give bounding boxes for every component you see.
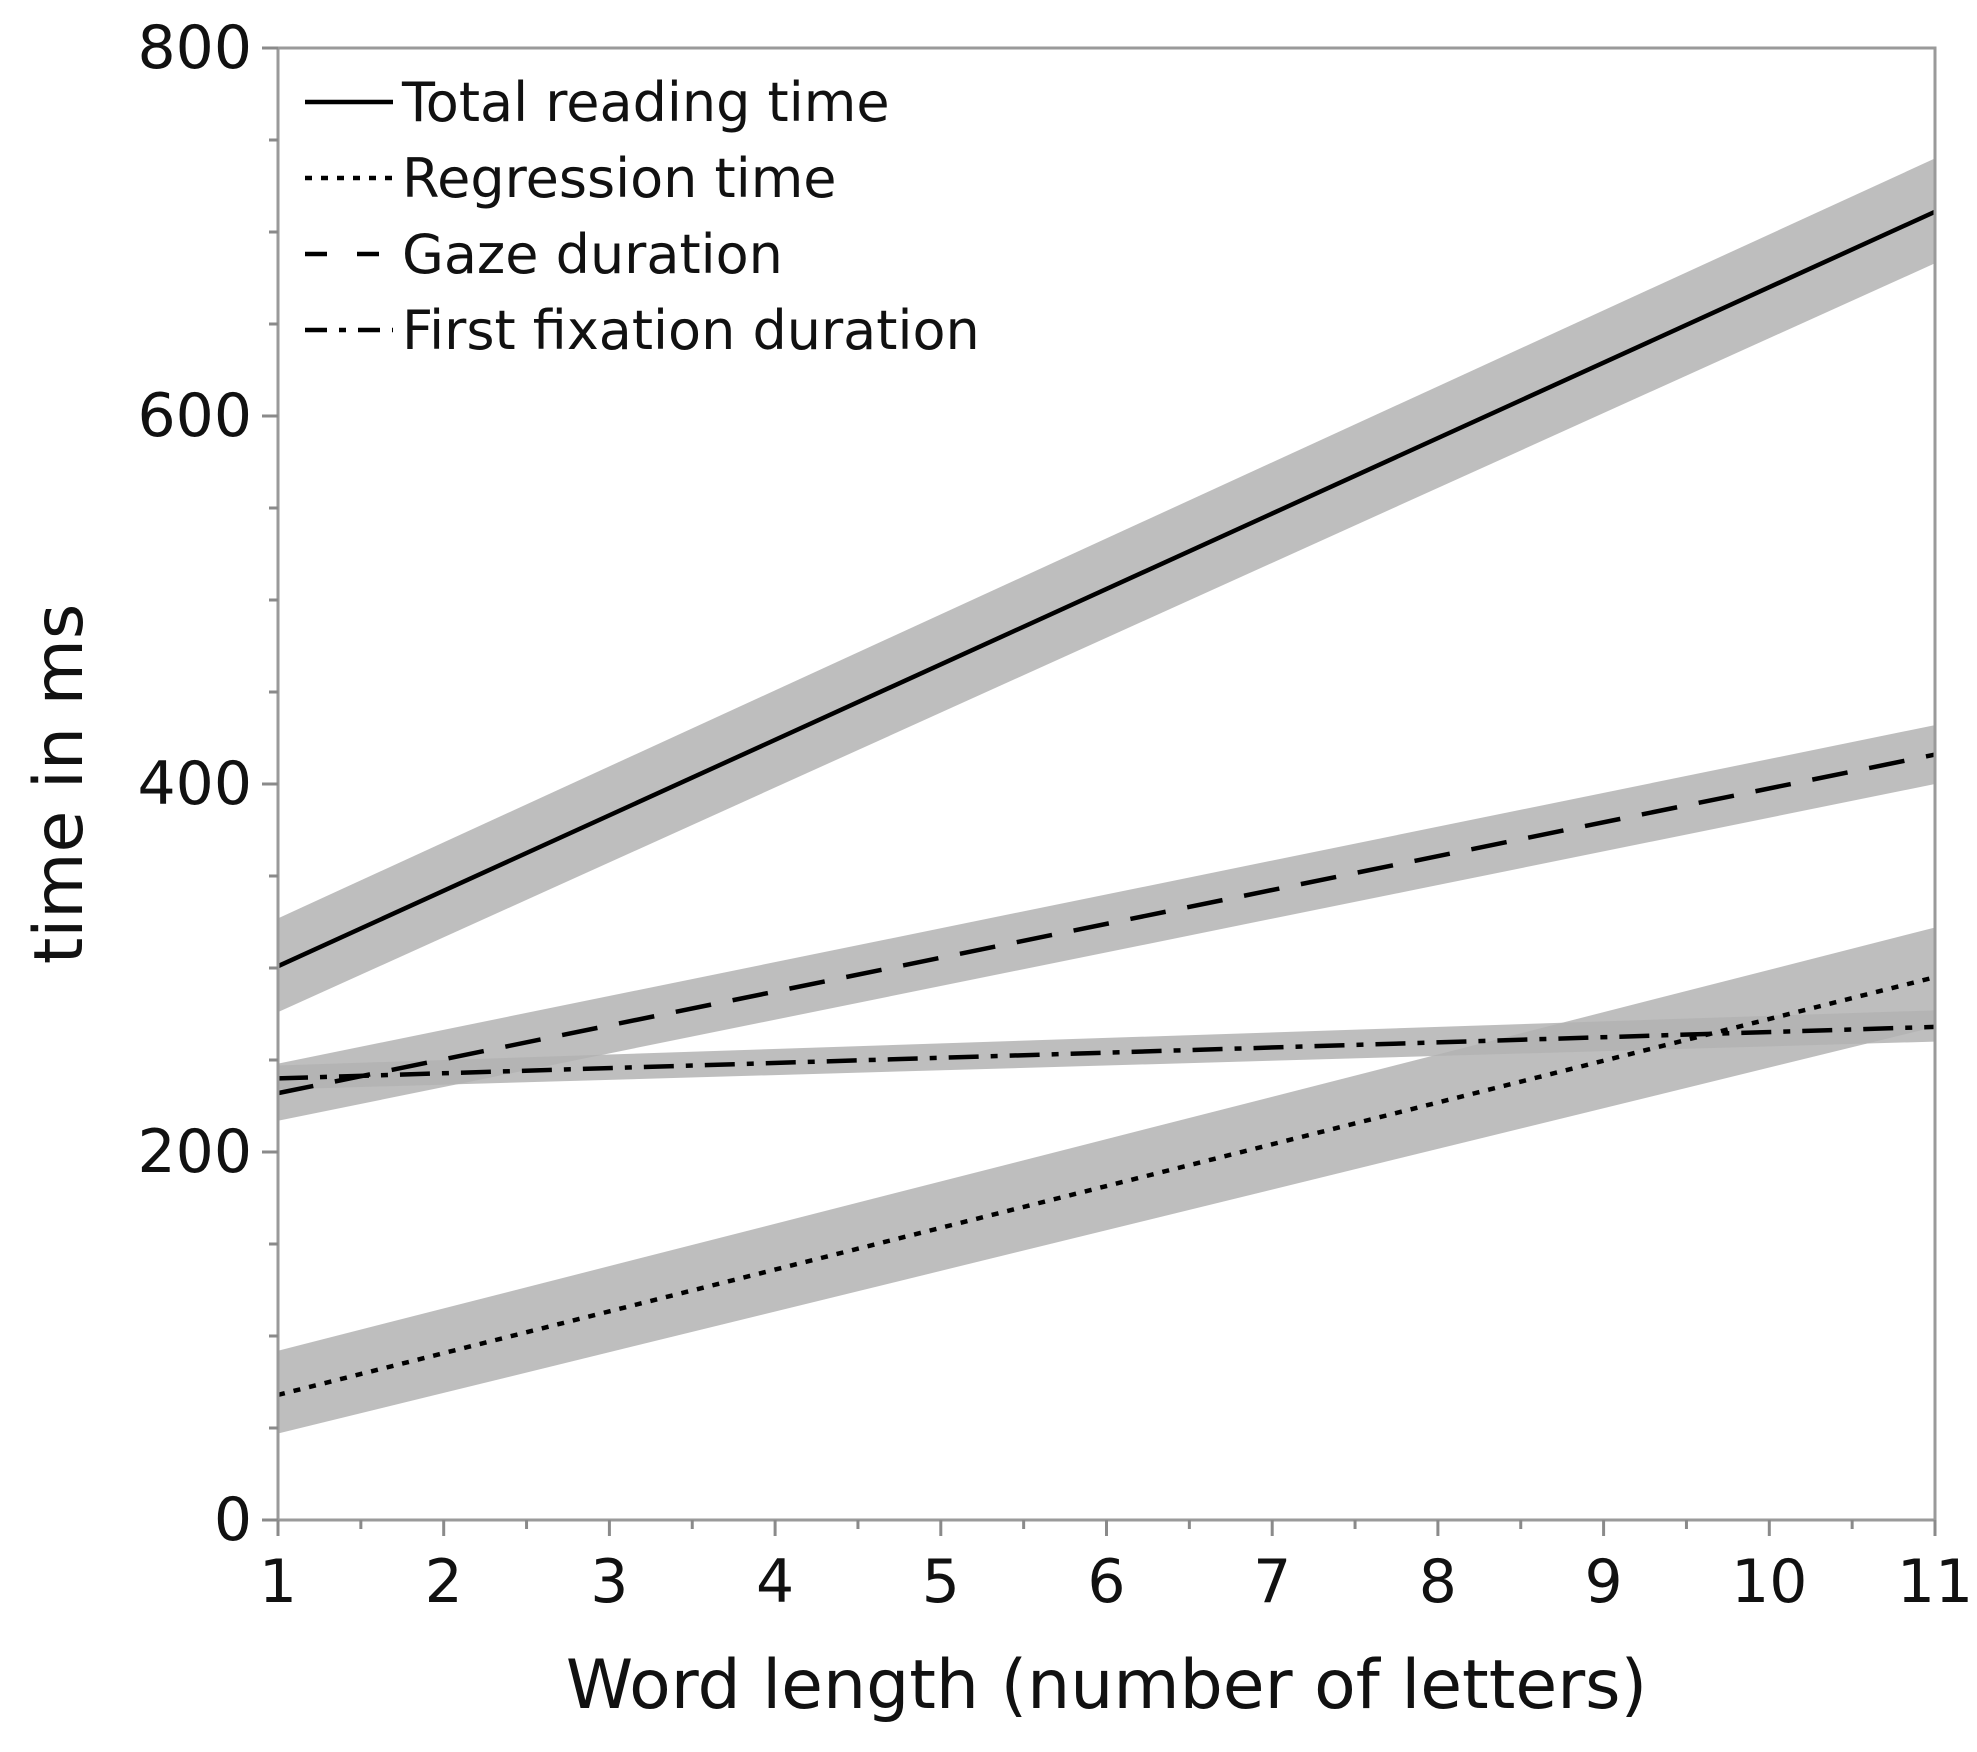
series-line-1	[277, 975, 1936, 1398]
x-tick-label: 1	[259, 1547, 297, 1617]
x-tick-label: 8	[1419, 1547, 1457, 1617]
y-tick-label: 600	[137, 381, 252, 451]
y-tick-label: 0	[214, 1485, 252, 1555]
y-tick-label: 400	[137, 749, 252, 819]
y-axis-label: time in ms	[20, 604, 99, 965]
x-tick-label: 11	[1897, 1547, 1973, 1617]
y-tick-label: 200	[137, 1117, 252, 1187]
series-line-0	[277, 209, 1936, 969]
x-tick-label: 7	[1253, 1547, 1291, 1617]
x-tick-label: 3	[590, 1547, 628, 1617]
series-lines	[277, 209, 1936, 1398]
y-tick-label: 800	[137, 13, 252, 83]
y-axis: 0 200 400 600 800	[137, 13, 278, 1555]
legend-label: Gaze duration	[402, 223, 783, 286]
x-tick-label: 2	[425, 1547, 463, 1617]
x-axis-label: Word length (number of letters)	[566, 1646, 1647, 1725]
legend-label: Total reading time	[401, 71, 890, 134]
legend-label: First fixation duration	[402, 299, 980, 362]
x-tick-label: 6	[1087, 1547, 1125, 1617]
confidence-band-1	[278, 927, 1935, 1434]
legend: Total reading time Regression time Gaze du…	[305, 71, 980, 362]
x-tick-label: 10	[1731, 1547, 1807, 1617]
series-line-2	[277, 752, 1936, 1096]
x-tick-label: 5	[922, 1547, 960, 1617]
confidence-band-0	[278, 158, 1935, 1013]
x-tick-label: 9	[1585, 1547, 1623, 1617]
legend-label: Regression time	[402, 147, 837, 210]
x-axis: 1 2 3 4 5 6 7 8 9 10 11	[259, 1520, 1973, 1617]
x-tick-label: 4	[756, 1547, 794, 1617]
confidence-band-3	[278, 1010, 1935, 1090]
